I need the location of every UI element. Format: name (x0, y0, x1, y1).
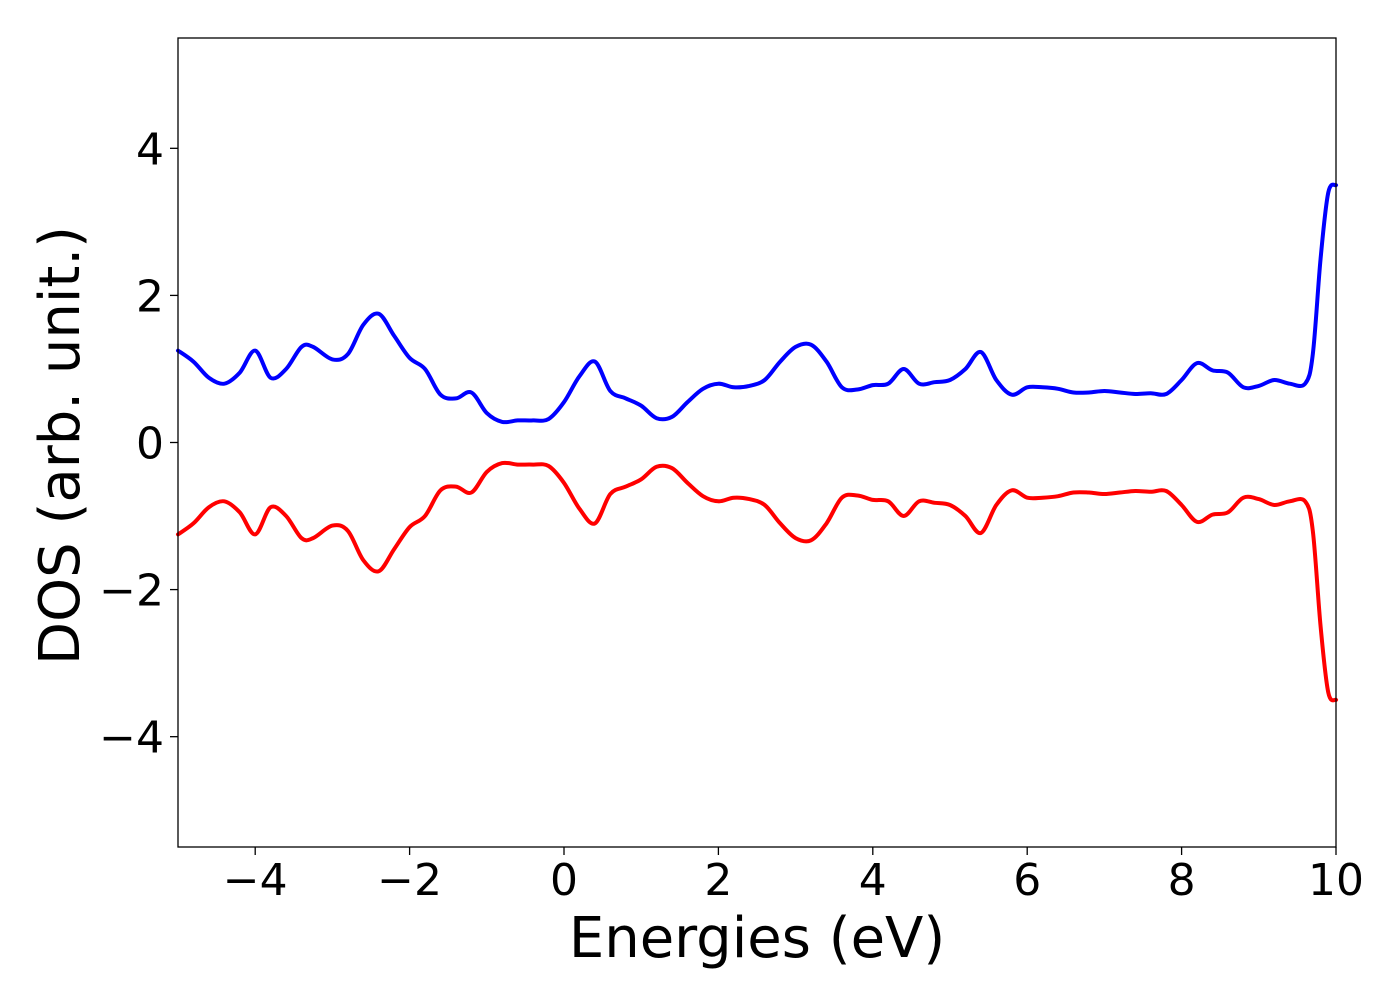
y-tick-label: 4 (136, 124, 164, 175)
x-axis-title: Energies (eV) (569, 906, 945, 971)
plot-frame (177, 37, 1337, 848)
dos-spin-down-line (176, 460, 1338, 703)
x-tick-label: 0 (550, 855, 578, 906)
y-axis-title: DOS (arb. unit.) (28, 226, 93, 665)
data-layer (176, 182, 1338, 703)
x-tick-label: 10 (1308, 855, 1364, 906)
y-tick-label: −2 (99, 566, 164, 617)
x-tick-label: 6 (1013, 855, 1041, 906)
y-tick-label: 0 (136, 419, 164, 470)
y-tick-label: 2 (136, 271, 164, 322)
y-tick-label: −4 (99, 713, 164, 764)
x-tick-label: −4 (223, 855, 288, 906)
x-tick-label: 4 (859, 855, 887, 906)
x-tick-label: 8 (1168, 855, 1196, 906)
axes-layer: −4 −2 0 2 4 6 8 10 −4 −2 0 2 4 (99, 124, 1364, 906)
x-tick-label: 2 (704, 855, 732, 906)
x-tick-label: −2 (377, 855, 442, 906)
dos-spin-up-line (176, 182, 1338, 425)
